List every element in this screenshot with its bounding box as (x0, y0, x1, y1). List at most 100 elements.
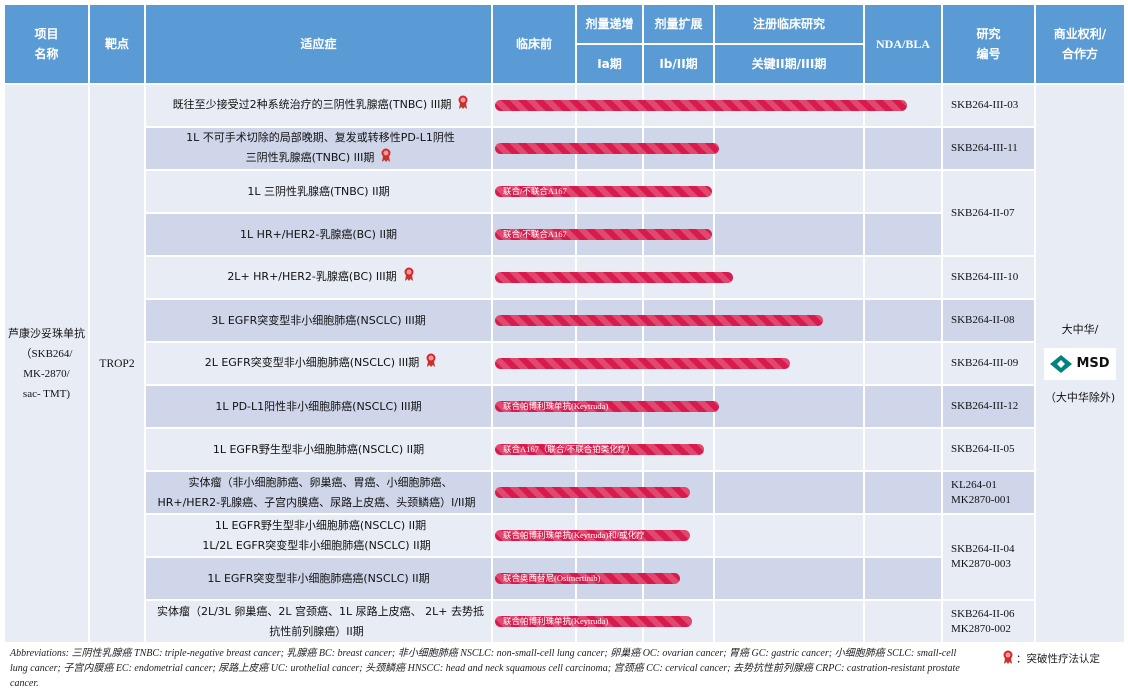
breakthrough-award-icon (381, 148, 391, 169)
progress-bar: 联合帕博利珠单抗(Keytruda) (495, 401, 719, 412)
study-id: SKB264-III-12 (941, 384, 1036, 429)
indication-text: 1L PD-L1阳性非小细胞肺癌(NSCLC) III期 (215, 399, 422, 413)
progress-bar: 联合帕博利珠单抗(Keytruda) (495, 616, 692, 627)
progress-bar (495, 315, 823, 326)
progress-bar (495, 143, 719, 154)
header-dose-escalation: 剂量递增 (575, 3, 644, 45)
progress-bar (495, 272, 733, 283)
indication-text: 既往至少接受过2种系统治疗的三阴性乳腺癌(TNBC) III期 (172, 98, 452, 112)
stage-pivotal (713, 169, 865, 214)
stage-pivotal (713, 212, 865, 257)
stage-preclinical: 联合帕博利珠单抗(Keytruda) (491, 599, 692, 644)
indication-cell: 实体瘤（2L/3L 卵巢癌、2L 宫颈癌、1L 尿路上皮癌、 2L+ 去势抵 抗… (144, 599, 493, 644)
stage-preclinical (491, 341, 790, 386)
indication-cell: 1L 三阴性乳腺癌(TNBC) II期 (144, 169, 493, 214)
study-id: SKB264-III-11 (941, 126, 1036, 171)
study-id: SKB264-II-04 MK2870-003 (941, 513, 1036, 601)
progress-bar (495, 358, 790, 369)
breakthrough-award-icon (426, 353, 436, 374)
study-id: SKB264-III-09 (941, 341, 1036, 386)
stage-pivotal (713, 599, 865, 644)
pipeline-table: 项目 名称 靶点 适应症 临床前 剂量递增 剂量扩展 注册临床研究 NDA/BL… (3, 3, 1126, 644)
stage-nda-bla (863, 384, 943, 429)
stage-preclinical (491, 83, 907, 128)
progress-bar: 联合/不联合A167 (495, 186, 713, 197)
progress-bar: 联合帕博利珠单抗(Keytruda)和/或化疗 (495, 530, 691, 541)
indication-text: 1L EGFR突变型非小细胞肺癌癌(NSCLC) II期 (207, 571, 430, 585)
table-row: 1L 不可手术切除的局部晚期、复发或转移性PD-L1阴性 三阴性乳腺癌(TNBC… (4, 126, 1125, 171)
stage-preclinical: 联合/不联合A167 (491, 212, 713, 257)
indication-text: 实体瘤（2L/3L 卵巢癌、2L 宫颈癌、1L 尿路上皮癌、 2L+ 去势抵 抗… (156, 604, 485, 638)
stage-preclinical: 联合帕博利珠单抗(Keytruda)和/或化疗 (491, 513, 691, 558)
msd-logo: MSD (1044, 347, 1116, 380)
partner-cell: 大中华/MSD （大中华除外) (1034, 83, 1126, 644)
indication-cell: 2L+ HR+/HER2-乳腺癌(BC) III期 (144, 255, 493, 300)
header-target: 靶点 (88, 3, 146, 85)
study-id: SKB264-II-08 (941, 298, 1036, 343)
study-id: SKB264-II-06 MK2870-002 (941, 599, 1036, 644)
stage-nda-bla (863, 298, 943, 343)
progress-bar: 联合奥西替尼(Osimertinib) (495, 573, 681, 584)
bar-label: 联合帕博利珠单抗(Keytruda)和/或化疗 (503, 530, 645, 540)
stage-preclinical: 联合/不联合A167 (491, 169, 713, 214)
indication-cell: 2L EGFR突变型非小细胞肺癌(NSCLC) III期 (144, 341, 493, 386)
stage-nda-bla (863, 126, 943, 171)
stage-preclinical (491, 470, 691, 515)
indication-text: 1L 不可手术切除的局部晚期、复发或转移性PD-L1阴性 三阴性乳腺癌(TNBC… (186, 131, 455, 165)
indication-cell: 既往至少接受过2种系统治疗的三阴性乳腺癌(TNBC) III期 (144, 83, 493, 128)
msd-logo-icon (1050, 354, 1073, 373)
award-icon (1003, 650, 1013, 667)
indication-cell: 实体瘤（非小细胞肺癌、卵巢癌、胃癌、小细胞肺癌、 HR+/HER2-乳腺癌、子宫… (144, 470, 493, 515)
stage-nda-bla (863, 513, 943, 558)
indication-text: 1L EGFR野生型非小细胞肺癌(NSCLC) II期 1L/2L EGFR突变… (202, 518, 431, 552)
bar-label: 联合奥西替尼(Osimertinib) (503, 573, 601, 583)
stage-nda-bla (863, 470, 943, 515)
stage-nda-bla (863, 169, 943, 214)
indication-cell: 1L PD-L1阳性非小细胞肺癌(NSCLC) III期 (144, 384, 493, 429)
progress-bar (495, 487, 691, 498)
indication-text: 1L EGFR野生型非小细胞肺癌(NSCLC) II期 (212, 442, 425, 456)
study-id: SKB264-II-05 (941, 427, 1036, 472)
indication-cell: 1L HR+/HER2-乳腺癌(BC) II期 (144, 212, 493, 257)
stage-pivotal (713, 470, 865, 515)
header-indication: 适应症 (144, 3, 493, 85)
header-project: 项目 名称 (3, 3, 90, 85)
stage-preclinical (491, 298, 823, 343)
breakthrough-legend: ：突破性疗法认定 (1003, 650, 1100, 667)
table-row: 1L HR+/HER2-乳腺癌(BC) II期 联合/不联合A167 (4, 212, 1125, 257)
stage-nda-bla (863, 556, 943, 601)
breakthrough-legend-label: ：突破性疗法认定 (1016, 653, 1100, 665)
indication-text: 1L HR+/HER2-乳腺癌(BC) II期 (240, 227, 397, 241)
header-commercial: 商业权利/ 合作方 (1034, 3, 1126, 85)
bar-label: 联合A167（联合/不联合铂类化疗） (503, 444, 635, 454)
bar-label: 联合帕博利珠单抗(Keytruda) (503, 616, 609, 626)
stage-pivotal (713, 255, 865, 300)
stage-pivotal (713, 427, 865, 472)
bar-label: 联合帕博利珠单抗(Keytruda) (503, 401, 609, 411)
stage-preclinical: 联合帕博利珠单抗(Keytruda) (491, 384, 719, 429)
indication-text: 1L 三阴性乳腺癌(TNBC) II期 (247, 184, 390, 198)
study-id: SKB264-II-07 (941, 169, 1036, 257)
indication-cell: 1L EGFR突变型非小细胞肺癌癌(NSCLC) II期 (144, 556, 493, 601)
stage-nda-bla (863, 212, 943, 257)
stage-preclinical: 联合A167（联合/不联合铂类化疗） (491, 427, 704, 472)
header-nda-bla: NDA/BLA (863, 3, 943, 85)
stage-nda-bla (863, 341, 943, 386)
stage-nda-bla (863, 427, 943, 472)
header-preclinical: 临床前 (491, 3, 577, 85)
study-id: KL264-01 MK2870-001 (941, 470, 1036, 515)
header-pivotal: 关键II期/III期 (713, 43, 865, 85)
stage-nda-bla (863, 255, 943, 300)
stage-preclinical (491, 126, 719, 171)
indication-text: 3L EGFR突变型非小细胞肺癌(NSCLC) III期 (211, 313, 426, 327)
study-id: SKB264-III-10 (941, 255, 1036, 300)
progress-bar: 联合A167（联合/不联合铂类化疗） (495, 444, 704, 455)
target: TROP2 (88, 83, 146, 644)
indication-cell: 1L EGFR野生型非小细胞肺癌(NSCLC) II期 1L/2L EGFR突变… (144, 513, 493, 558)
breakthrough-award-icon (458, 95, 468, 116)
header-registration: 注册临床研究 (713, 3, 865, 45)
progress-bar (495, 100, 907, 111)
header-dose-expansion: 剂量扩展 (642, 3, 715, 45)
table-row: 1L EGFR野生型非小细胞肺癌(NSCLC) II期 1L/2L EGFR突变… (4, 513, 1125, 601)
project-name: 芦康沙妥珠单抗 （SKB264/ MK-2870/ sac- TMT) (3, 83, 90, 644)
